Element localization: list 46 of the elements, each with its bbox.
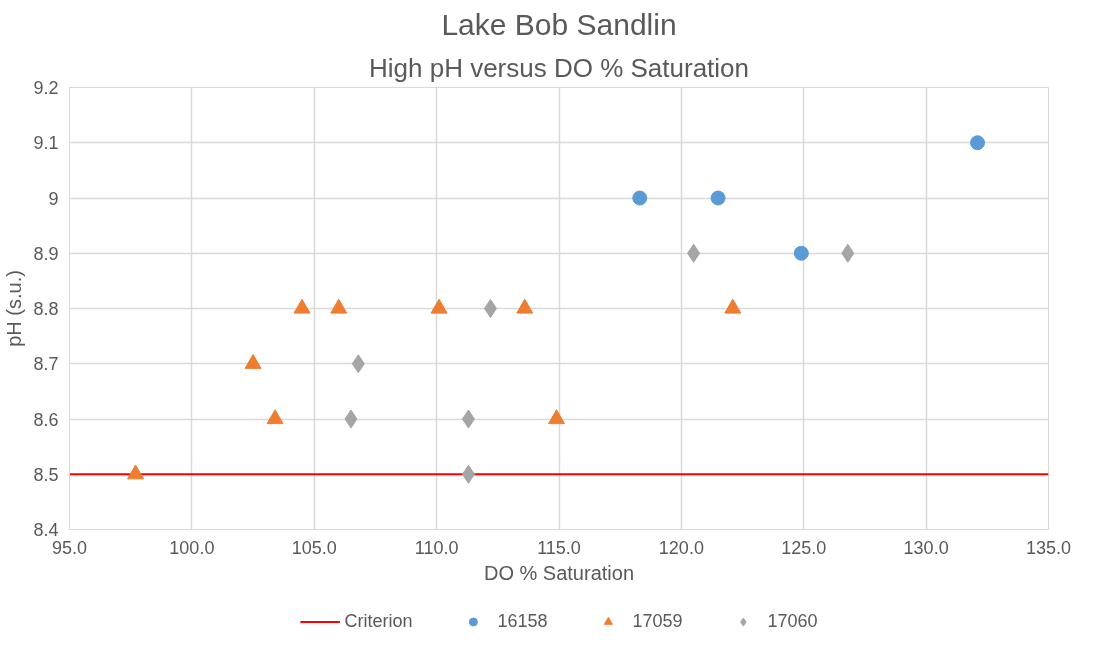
y-tick-label: 8.6 (33, 409, 59, 430)
legend-label: 17060 (767, 610, 818, 632)
y-tick-label: 9 (48, 188, 59, 209)
point (632, 190, 648, 206)
y-tick-label: 9.1 (33, 133, 59, 154)
point (344, 409, 358, 429)
point (461, 409, 475, 429)
y-tick-label: 8.8 (33, 299, 59, 319)
chart-title: Lake Bob Sandlin (441, 7, 677, 41)
x-tick-label: 95.0 (51, 537, 88, 558)
point (483, 299, 497, 318)
point (687, 243, 701, 263)
x-tick-label: 105.0 (291, 537, 337, 558)
y-tick-label: 8.9 (33, 243, 59, 264)
x-tick-label: 125.0 (781, 537, 827, 558)
point (330, 298, 348, 314)
point (970, 135, 986, 151)
point (710, 190, 726, 206)
point (793, 245, 809, 261)
x-axis-title: DO % Saturation (483, 561, 635, 584)
x-tick-label: 115.0 (537, 537, 581, 558)
point (244, 354, 262, 369)
point (127, 464, 145, 480)
y-tick-label: 8.7 (33, 354, 59, 375)
x-tick-label: 130.0 (903, 537, 949, 558)
point (461, 464, 475, 484)
chart-subtitle: High pH versus DO % Saturation (368, 52, 750, 83)
y-axis-title: pH (s.u.) (3, 270, 26, 347)
point (266, 409, 284, 425)
point (293, 298, 311, 314)
point (548, 409, 566, 425)
x-tick-label: 110.0 (414, 537, 459, 558)
legend-label: 16158 (497, 610, 548, 632)
point (841, 243, 855, 263)
point (351, 354, 365, 374)
y-tick-label: 9.2 (33, 78, 59, 98)
point (724, 298, 742, 314)
x-tick-label: 100.0 (169, 537, 215, 558)
point (516, 298, 534, 314)
y-tick-label: 8.5 (33, 464, 59, 485)
point (430, 298, 448, 314)
x-tick-label: 135.0 (1025, 537, 1072, 558)
x-tick-label: 120.0 (658, 537, 704, 558)
y-tick-label: 8.4 (33, 520, 59, 540)
legend-label: 17059 (632, 610, 683, 632)
legend-label: Criterion (344, 610, 413, 632)
